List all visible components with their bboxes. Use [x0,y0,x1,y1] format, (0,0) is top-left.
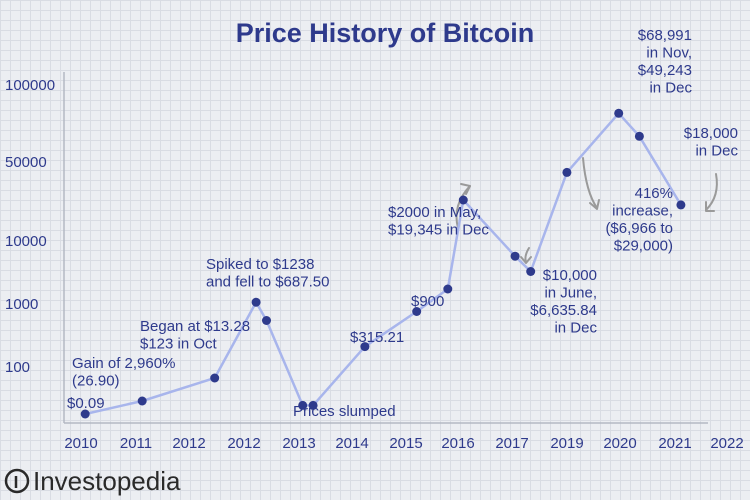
y-tick-label: 100000 [5,77,55,94]
data-point [137,396,147,406]
annotation-label: $10,000 in June, $6,635.84 in Dec [530,267,597,337]
data-point [80,409,90,419]
x-tick-label: 2014 [335,435,368,452]
x-tick-label: 2012 [172,435,205,452]
annotation-line: $49,243 [638,62,692,79]
annotation-arrowhead [589,199,600,210]
x-tick-label: 2015 [389,435,422,452]
annotation-arrow [705,173,718,211]
x-tick-label: 2012 [227,435,260,452]
annotation-arrows [455,157,718,264]
annotation-label: $900 [411,293,444,310]
annotation-label: $18,000 in Dec [684,125,739,160]
x-tick-label: 2022 [710,435,743,452]
x-tick-label: 2021 [658,435,691,452]
annotation-label: 416% increase, ($6,966 to $29,000) [605,185,673,255]
annotation-label: $68,991 in Nov, $49,243 in Dec [638,27,693,97]
data-point [298,400,308,410]
annotation-line: Prices slumped [293,403,396,420]
data-point [308,400,318,410]
annotation-line: $18,000 [684,125,738,142]
annotation-arrowhead [520,256,532,264]
data-point [443,284,453,294]
annotation-line: $315.21 [350,329,404,346]
annotation-line: in Dec [695,143,738,160]
x-tick-label: 2020 [603,435,636,452]
brand-name: Investopedia [33,466,181,496]
annotation-arrowhead [460,183,471,195]
investopedia-logo: Investopedia [4,466,181,496]
annotation-line: $10,000 [543,267,597,284]
chart-title: Price History of Bitcoin [236,18,535,48]
y-tick-label: 10000 [5,233,47,250]
x-tick-label: 2019 [550,435,583,452]
annotation-arrow [455,185,471,229]
annotation-line: $2000 in May, [388,204,481,221]
annotation-arrowhead [705,201,715,212]
x-tick-label: 2017 [495,435,528,452]
annotation-arrow [582,157,598,209]
data-point [526,267,536,276]
x-tick-labels: 2010 2011 2012 2012 2013 2014 2015 2016 2017 2019… [64,435,743,452]
annotation-line: $123 in Oct [140,336,218,353]
annotation-line: 416% [635,185,673,202]
data-point [510,251,520,261]
data-point [262,316,271,325]
data-point [251,297,261,307]
y-tick-labels: 100000 50000 10000 1000 100 [5,77,55,376]
annotation-arrow [524,247,530,263]
data-point [412,307,422,316]
annotation-line: $900 [411,293,444,310]
annotation-line: in Nov, [646,45,692,62]
annotation-line: and fell to $687.50 [206,274,329,291]
annotation-label: $315.21 [350,329,404,346]
annotation-line: in June, [544,285,597,302]
data-point [562,167,572,177]
annotation-line: $29,000) [614,238,673,255]
annotation-line: increase, [612,203,673,220]
annotation-line: $19,345 in Dec [388,222,489,239]
annotation-line: Spiked to $1238 [206,256,314,273]
data-point [614,108,624,118]
y-tick-label: 100 [5,359,30,376]
annotation-line: in Dec [649,80,692,97]
x-tick-label: 2010 [64,435,97,452]
data-points [80,108,686,419]
y-tick-label: 50000 [5,154,47,171]
annotation-line: ($6,966 to [605,220,673,237]
data-point [634,131,644,141]
annotation-line: $68,991 [638,27,692,44]
annotation-line: $6,635.84 [530,302,597,319]
logo-mark-icon [4,468,30,494]
data-point [676,200,686,210]
annotation-label: $0.09 [67,395,105,412]
annotation-line: (26.90) [72,373,120,390]
annotation-line: Gain of 2,960% [72,355,175,372]
annotation-label: $2000 in May, $19,345 in Dec [388,204,489,239]
data-point [458,195,468,205]
y-tick-label: 1000 [5,296,38,313]
annotation-line: Began at $13.28 [140,318,250,335]
x-tick-label: 2016 [441,435,474,452]
annotation-line: in Dec [554,320,597,337]
x-tick-label: 2013 [282,435,315,452]
annotation-label: Spiked to $1238 and fell to $687.50 [206,256,329,291]
annotation-line: $0.09 [67,395,105,412]
annotation-label: Began at $13.28 $123 in Oct [140,318,250,353]
x-tick-label: 2011 [120,435,152,452]
data-point [210,373,220,383]
annotation-label: Gain of 2,960% (26.90) [72,355,175,390]
data-point [360,342,370,352]
annotation-label: Prices slumped [293,403,396,420]
